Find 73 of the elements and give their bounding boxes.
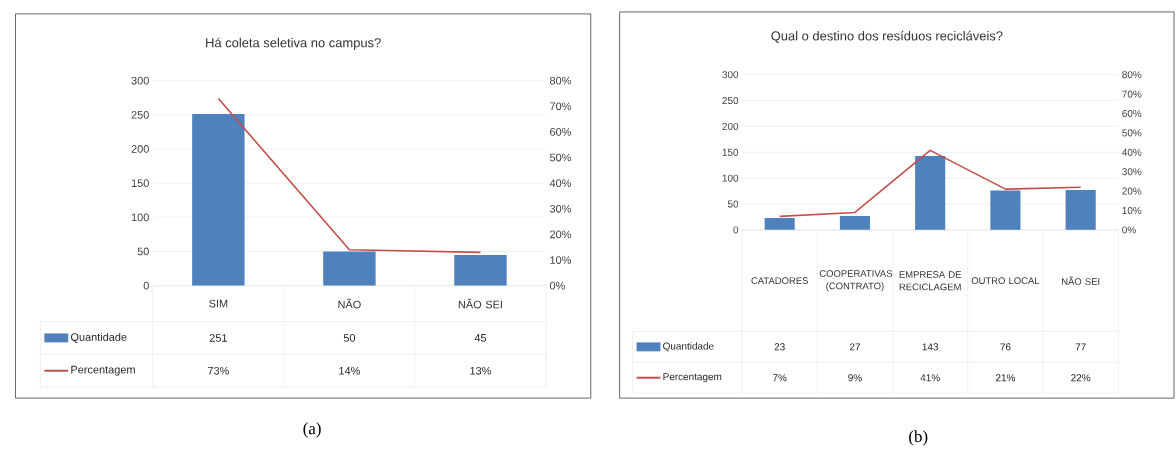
y-tick-label: 150 [722, 148, 739, 156]
data-label: 50 [343, 334, 356, 342]
legend-label: Percentagem [71, 365, 135, 376]
line-series [778, 149, 1082, 218]
y2-tick-label: 70% [550, 102, 572, 111]
bar [454, 254, 507, 286]
y-tick-label: 50 [137, 247, 149, 256]
data-label: 13% [470, 366, 492, 375]
y2-tick-label: 10% [1122, 207, 1142, 215]
y-tick-label: 0 [733, 226, 739, 234]
y2-tick-label: 50% [549, 153, 572, 162]
data-label: 21% [995, 374, 1016, 382]
y-tick-label: 200 [722, 122, 739, 130]
legend-label: Percentagem [663, 373, 722, 383]
x-tick-label: NÃO SEI [1062, 276, 1100, 285]
y-tick-label: 200 [131, 145, 149, 153]
data-label: 9% [848, 374, 862, 382]
data-label: 41% [920, 374, 940, 382]
text: (a) [303, 422, 321, 438]
y2-tick-label: 60% [1122, 109, 1142, 118]
legend-label: Quantidade [70, 332, 127, 343]
x-tick-label: COOPERATIVAS (CONTRATO) [819, 270, 893, 292]
text: (b) [909, 430, 928, 446]
data-label: 76 [1000, 343, 1011, 351]
y-tick-label: 100 [131, 213, 149, 222]
y2-tick-label: 40% [549, 179, 572, 188]
data-label: 143 [922, 343, 939, 351]
x-tick-label: NÃO [338, 298, 361, 309]
bar [764, 218, 795, 230]
y2-tick-label: 10% [550, 256, 572, 264]
y-tick-label: 150 [131, 179, 149, 188]
chart-title: Há coleta seletiva no campus? [206, 37, 381, 50]
data-label: 77 [1075, 343, 1086, 351]
y2-tick-label: 20% [1122, 187, 1142, 195]
y-tick-label: 50 [727, 200, 739, 208]
bar [990, 190, 1021, 230]
data-label: 251 [209, 334, 227, 342]
bar [839, 215, 870, 230]
data-label: 7% [773, 374, 787, 382]
y2-tick-label: 50% [1122, 129, 1142, 137]
y2-tick-label: 20% [550, 230, 572, 239]
y2-tick-label: 80% [1122, 71, 1142, 79]
y2-tick-label: 0% [1122, 226, 1136, 234]
bar [915, 155, 946, 230]
data-label: 27 [849, 343, 860, 351]
data-label: 22% [1071, 374, 1091, 382]
data-label: 73% [207, 366, 229, 375]
legend-label: Quantidade [663, 342, 714, 352]
y2-tick-label: 60% [550, 128, 572, 136]
x-tick-label: NÃO SEI [458, 298, 502, 309]
y2-tick-label: 30% [549, 204, 572, 213]
y2-tick-label: 70% [1122, 90, 1142, 98]
y-tick-label: 0 [143, 281, 149, 290]
y-tick-label: 300 [131, 76, 149, 85]
data-label: 23 [774, 343, 785, 351]
x-tick-label: EMPRESA DE RECICLAGEM [899, 271, 962, 291]
bar [1065, 190, 1096, 230]
x-tick-label: SIM [209, 299, 228, 308]
chart-title: Qual o destino dos resíduos recicláveis? [771, 30, 1003, 43]
x-tick-label: OUTRO LOCAL [971, 277, 1040, 285]
y-tick-label: 100 [722, 174, 739, 182]
bar [323, 251, 376, 286]
x-tick-label: CATADORES [751, 277, 808, 285]
y-tick-label: 250 [722, 97, 739, 105]
y-tick-label: 300 [722, 71, 739, 79]
y2-tick-label: 30% [1122, 168, 1142, 176]
y2-tick-label: 0% [549, 281, 565, 290]
y2-tick-label: 80% [549, 76, 572, 85]
y-tick-label: 250 [131, 110, 149, 119]
data-label: 45 [474, 334, 487, 342]
bar [192, 114, 245, 286]
data-label: 14% [339, 366, 360, 375]
y2-tick-label: 40% [1122, 148, 1142, 156]
